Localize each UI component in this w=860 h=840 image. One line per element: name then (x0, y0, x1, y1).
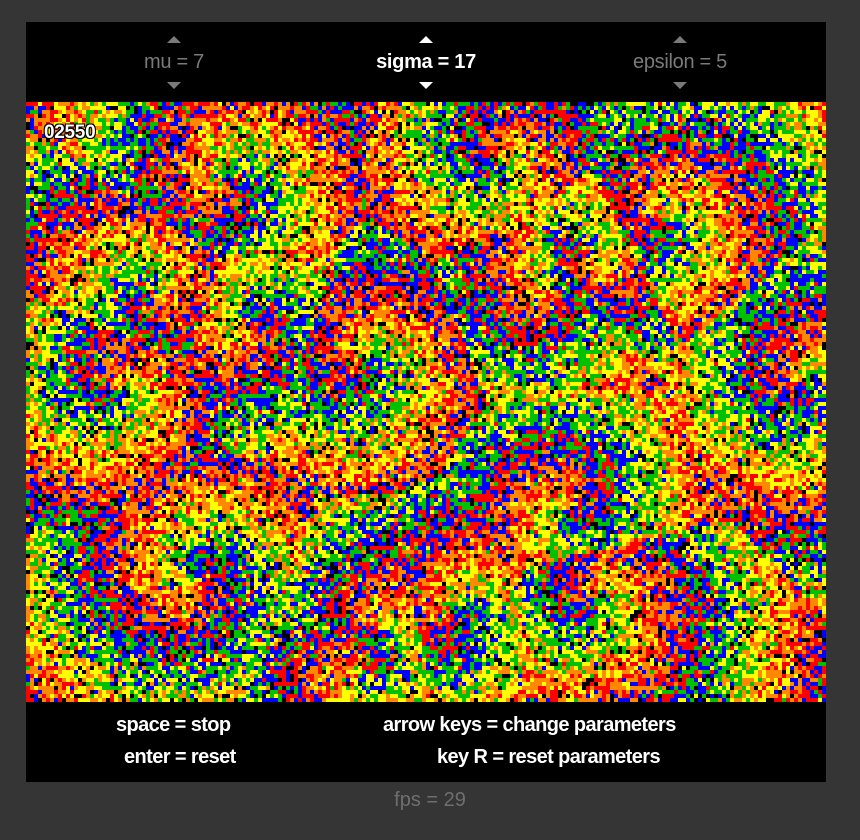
simulation-frame: mu = 7 sigma = 17 epsilon = 5 02550 spac… (26, 22, 826, 782)
param-epsilon-label: epsilon = 5 (633, 51, 727, 73)
param-sigma-label: sigma = 17 (376, 51, 476, 73)
increase-sigma-arrow-icon[interactable] (419, 36, 433, 43)
param-sigma[interactable]: sigma = 17 (326, 22, 526, 102)
decrease-sigma-arrow-icon[interactable] (419, 82, 433, 89)
decrease-epsilon-arrow-icon[interactable] (673, 82, 687, 89)
decrease-mu-arrow-icon[interactable] (167, 82, 181, 89)
help-key-r: key R = reset parameters (437, 746, 661, 768)
increase-mu-arrow-icon[interactable] (167, 36, 181, 43)
help-arrow-keys: arrow keys = change parameters (383, 714, 676, 736)
param-epsilon[interactable]: epsilon = 5 (580, 22, 780, 102)
fps-readout: fps = 29 (394, 789, 466, 811)
simulation-canvas[interactable] (26, 102, 826, 702)
help-enter: enter = reset (124, 746, 236, 768)
param-mu-label: mu = 7 (144, 51, 204, 73)
help-space: space = stop (116, 714, 231, 736)
param-mu[interactable]: mu = 7 (74, 22, 274, 102)
generation-counter: 02550 (44, 122, 96, 143)
increase-epsilon-arrow-icon[interactable] (673, 36, 687, 43)
